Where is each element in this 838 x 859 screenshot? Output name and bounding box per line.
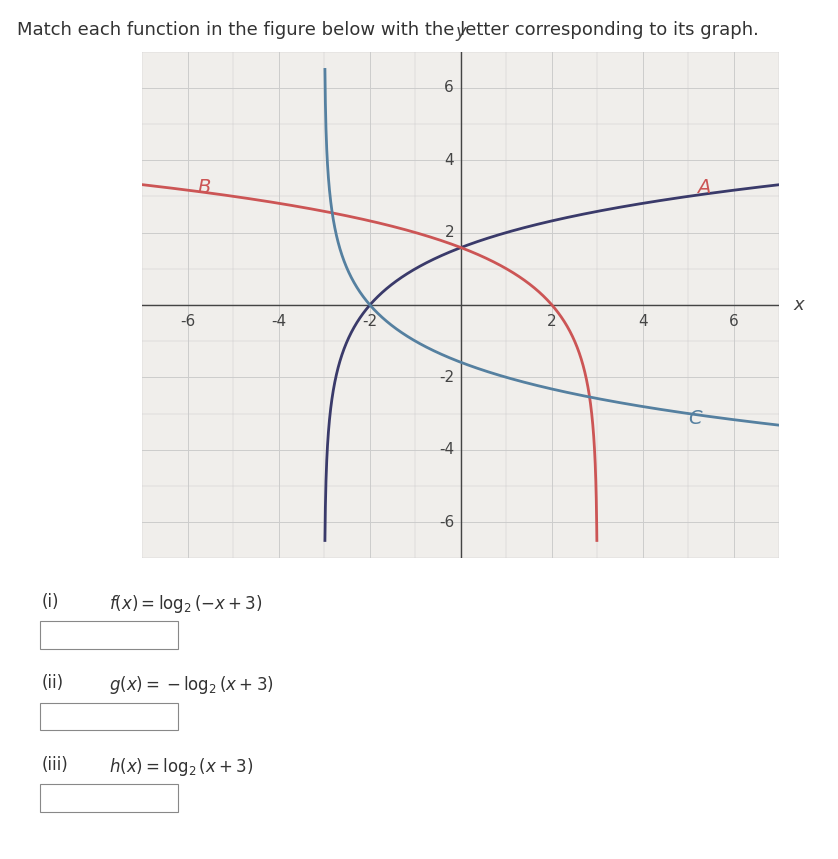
Text: -6: -6 <box>180 314 195 329</box>
Text: x: x <box>793 296 804 314</box>
Text: 2: 2 <box>547 314 556 329</box>
Text: ---Select---: ---Select--- <box>46 790 127 806</box>
Text: $g(x) = -\log_2(x + 3)$: $g(x) = -\log_2(x + 3)$ <box>109 674 274 697</box>
Text: ∨: ∨ <box>163 791 173 805</box>
Text: -2: -2 <box>362 314 377 329</box>
Text: y: y <box>456 22 466 40</box>
Text: B: B <box>197 178 210 197</box>
Text: (iii): (iii) <box>42 756 69 774</box>
Text: C: C <box>688 410 702 429</box>
Text: 4: 4 <box>638 314 648 329</box>
Text: ∨: ∨ <box>163 628 173 642</box>
Text: -6: -6 <box>439 515 454 530</box>
Text: $h(x) = \log_2(x + 3)$: $h(x) = \log_2(x + 3)$ <box>109 756 253 778</box>
Text: (ii): (ii) <box>42 674 64 692</box>
Text: (i): (i) <box>42 593 59 611</box>
Text: 2: 2 <box>444 225 454 240</box>
Text: 6: 6 <box>444 80 454 95</box>
Text: Match each function in the figure below with the letter corresponding to its gra: Match each function in the figure below … <box>17 21 758 40</box>
Text: 6: 6 <box>729 314 739 329</box>
Text: ---Select---: ---Select--- <box>46 709 127 724</box>
Text: -4: -4 <box>439 442 454 457</box>
Text: ∨: ∨ <box>163 710 173 723</box>
Text: -2: -2 <box>439 370 454 385</box>
Text: A: A <box>697 178 711 197</box>
Text: $f(x) = \log_2(-x + 3)$: $f(x) = \log_2(-x + 3)$ <box>109 593 262 615</box>
Text: 4: 4 <box>444 153 454 168</box>
Text: -4: -4 <box>272 314 287 329</box>
Text: ---Select---: ---Select--- <box>46 627 127 643</box>
